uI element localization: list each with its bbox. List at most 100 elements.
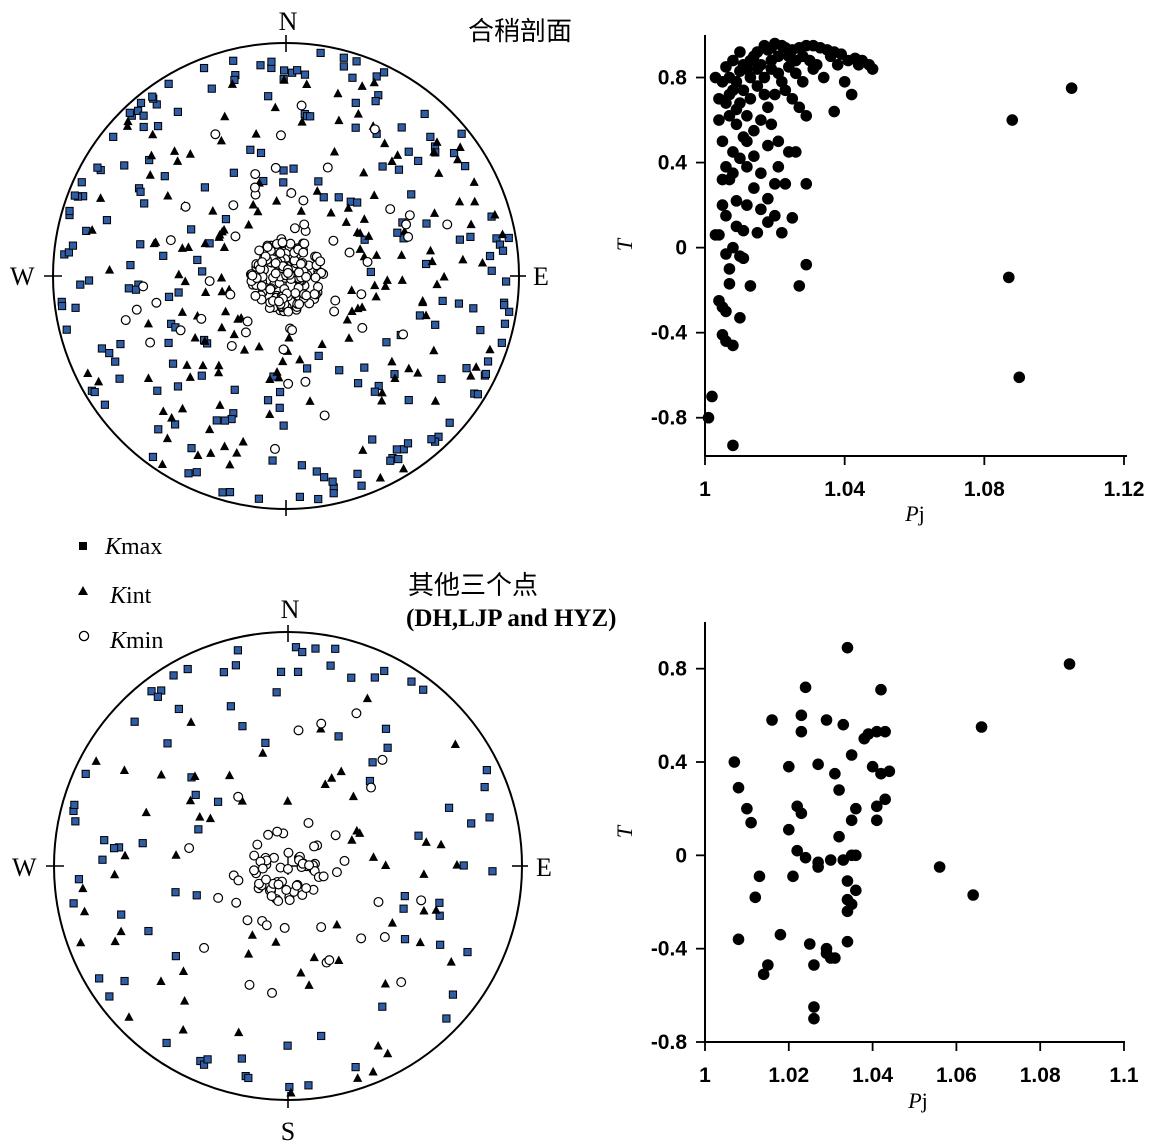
kmax-point (174, 288, 183, 297)
kmin-point (295, 258, 306, 269)
kint-point (278, 356, 288, 366)
kmax-point (353, 379, 363, 388)
kint-point (265, 374, 275, 383)
scatter-point (745, 816, 757, 829)
kint-point (434, 168, 444, 177)
kint-point (219, 242, 229, 251)
kmax-point (105, 992, 114, 1001)
kint-point (369, 190, 379, 199)
kmin-point (228, 200, 239, 211)
legend-kint-label: Kint (109, 583, 152, 609)
kmin-point (266, 891, 277, 902)
scatter-point (783, 823, 795, 836)
scatter-point (1065, 82, 1078, 94)
kint-point (180, 276, 190, 286)
x-axis-title-sub: j (918, 501, 925, 526)
scatter-point (769, 178, 781, 190)
kmax-point (455, 235, 464, 244)
kint-point (83, 368, 93, 377)
kmax-point (481, 369, 490, 379)
kmin-point (329, 306, 340, 317)
kmax-point (164, 292, 174, 301)
scatter-point (716, 199, 729, 211)
kmin-point (301, 290, 312, 301)
kmax-point (57, 301, 67, 311)
kint-point (431, 905, 441, 914)
scatter-point (730, 220, 743, 233)
scatter-point (828, 105, 840, 118)
scatter-point (757, 968, 770, 981)
scatter-point (845, 898, 858, 911)
scatter-point (845, 749, 858, 761)
kint-point (185, 149, 195, 158)
scatter-point (875, 683, 887, 696)
scatter-point (727, 241, 739, 254)
kmin-point (404, 210, 415, 221)
kint-point (404, 363, 414, 373)
kmax-point (380, 666, 389, 676)
kint-point (304, 980, 314, 989)
kint-point (397, 275, 407, 284)
kint-point (239, 344, 250, 354)
kmax-point (293, 66, 302, 75)
kint-point (429, 147, 439, 156)
scatter-point (772, 135, 785, 148)
kint-point (368, 1066, 378, 1076)
kint-point (477, 257, 488, 267)
kmin-point (331, 867, 342, 878)
kmax-point (300, 70, 310, 79)
kmin-point (261, 874, 272, 885)
kint-point (274, 372, 284, 382)
kint-point (355, 228, 365, 237)
kmax-point (306, 112, 315, 121)
kmax-point (261, 738, 270, 747)
kint-point (454, 196, 465, 206)
scatter-point (774, 928, 787, 941)
kmin-point (290, 288, 301, 299)
kmin-point (282, 267, 293, 278)
kmax-point (200, 183, 209, 192)
kint-point (421, 837, 431, 846)
scatter-point (829, 767, 841, 780)
kmax-point (370, 673, 379, 682)
kmin-point (301, 883, 312, 894)
kmin-point (357, 322, 368, 333)
kint-point (343, 203, 353, 212)
kint-point (392, 150, 403, 159)
kmax-point (275, 403, 284, 412)
kint-point (382, 275, 392, 284)
scatter-point (845, 88, 858, 101)
y-tick-label: 0 (675, 844, 687, 867)
kint-point (286, 1087, 296, 1097)
kmax-point (169, 671, 178, 680)
kmin-point (131, 304, 142, 315)
kmin-point (120, 315, 131, 326)
scatter-point (720, 305, 732, 318)
kint-point (336, 766, 346, 776)
kmin-point (281, 884, 292, 895)
kmax-point (62, 325, 71, 334)
scatter-point (812, 758, 824, 771)
scatter-point (829, 952, 841, 964)
kmax-point (335, 366, 344, 375)
scatter-others: 1 1.02 1.04 1.06 1.08 1.1 -0.8 -0.4 0 0.4 0.8 T Pj (612, 622, 1139, 1113)
kmax-point (498, 246, 508, 255)
kint-point (119, 765, 130, 774)
kmin-point (262, 242, 273, 253)
kmin-point (442, 219, 453, 230)
kint-point (485, 344, 495, 354)
kmax-point (148, 452, 158, 462)
kint-point (208, 205, 218, 215)
kmax-point (463, 947, 472, 957)
kmax-point (197, 371, 206, 380)
kmax-point (420, 109, 429, 119)
kint-point (332, 919, 342, 929)
kint-point (383, 1048, 393, 1058)
kmax-point (220, 416, 229, 425)
kmax-point (480, 782, 489, 792)
kmin-point (304, 860, 315, 871)
kint-point (284, 332, 294, 342)
kint-point (145, 170, 155, 179)
kmax-point (381, 724, 391, 733)
scatter-point (744, 280, 757, 292)
